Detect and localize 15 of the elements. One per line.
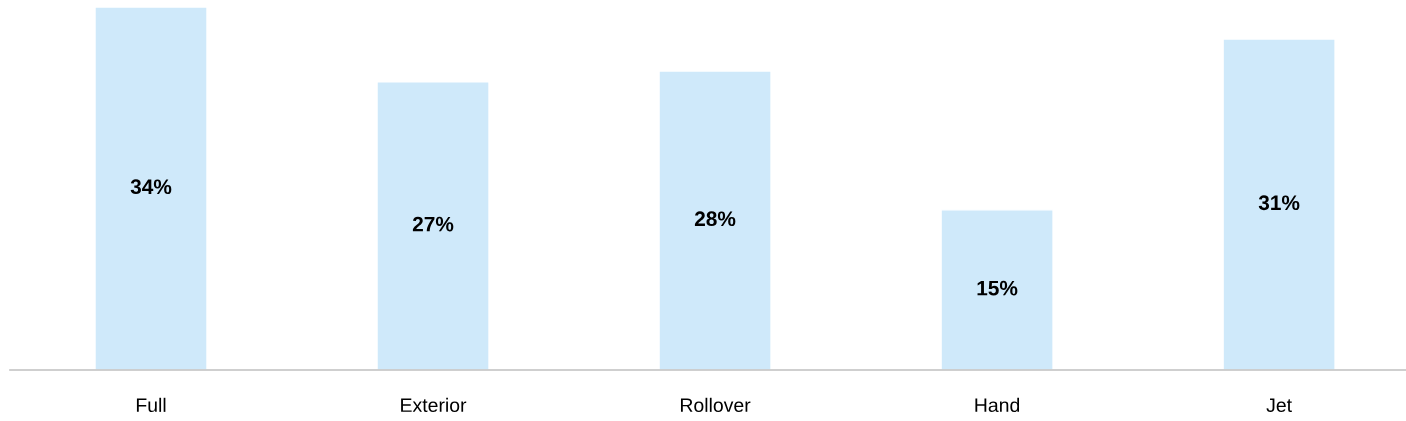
data-label: 34% [130, 179, 172, 195]
x-tick-label: Rollover [680, 397, 751, 413]
bar [94, 7, 208, 370]
x-tick-label: Jet [1266, 398, 1292, 413]
x-tick-label: Exterior [401, 397, 467, 413]
data-label: 15% [977, 280, 1018, 296]
x-tick-label: Full [136, 397, 166, 413]
bar [658, 70, 772, 370]
data-label: 28% [694, 211, 736, 227]
data-label: 27% [412, 216, 454, 232]
data-label: 31% [1258, 195, 1300, 211]
bar [940, 209, 1054, 370]
bar [376, 81, 490, 370]
x-tick-label: Hand [975, 397, 1020, 413]
bar [1222, 38, 1336, 370]
